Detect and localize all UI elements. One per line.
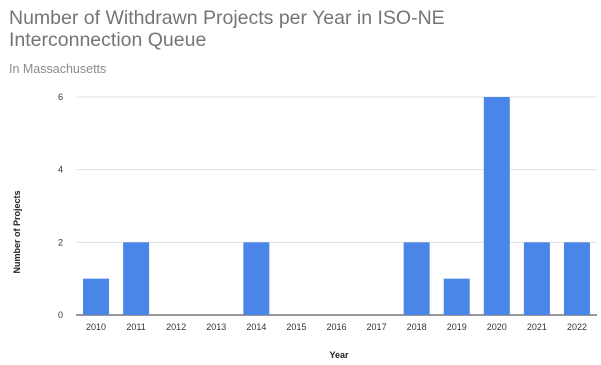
bar-2022: [563, 242, 590, 315]
x-tick-label: 2017: [367, 322, 387, 332]
x-tick-label: 2021: [527, 322, 547, 332]
gridlines: [76, 96, 597, 316]
y-tick-label: 6: [58, 92, 63, 102]
x-axis-ticks: 2010 2011 2012 2013 2014 2015 2016 2017 2018 2019…: [86, 322, 587, 332]
bar-2014: [243, 242, 270, 315]
x-tick-label: 2015: [286, 322, 306, 332]
bar-2018: [403, 242, 430, 315]
x-tick-label: 2012: [166, 322, 186, 332]
bar-2020: [483, 97, 510, 315]
bar-2019: [443, 278, 470, 315]
x-tick-label: 2011: [126, 322, 145, 332]
x-tick-label: 2018: [407, 322, 427, 332]
y-axis-label: Number of Projects: [12, 190, 22, 273]
y-axis-ticks: 0 2 4 6: [58, 92, 63, 320]
y-tick-label: 4: [58, 165, 63, 175]
x-tick-label: 2020: [487, 322, 507, 332]
chart-title: Number of Withdrawn Projects per Year in…: [9, 7, 445, 51]
x-tick-label: 2010: [86, 322, 106, 332]
y-tick-label: 2: [58, 237, 63, 247]
x-axis-label: Year: [329, 350, 349, 360]
x-tick-label: 2014: [246, 322, 266, 332]
bar-2010: [83, 278, 110, 315]
x-tick-label: 2019: [447, 322, 467, 332]
bar-2021: [523, 242, 550, 315]
y-tick-label: 0: [58, 310, 63, 320]
x-tick-label: 2013: [206, 322, 226, 332]
x-tick-label: 2022: [567, 322, 587, 332]
bar-2011: [123, 242, 150, 315]
bars: [83, 97, 590, 315]
chart-subtitle: In Massachusetts: [9, 62, 107, 76]
x-tick-label: 2016: [326, 322, 346, 332]
